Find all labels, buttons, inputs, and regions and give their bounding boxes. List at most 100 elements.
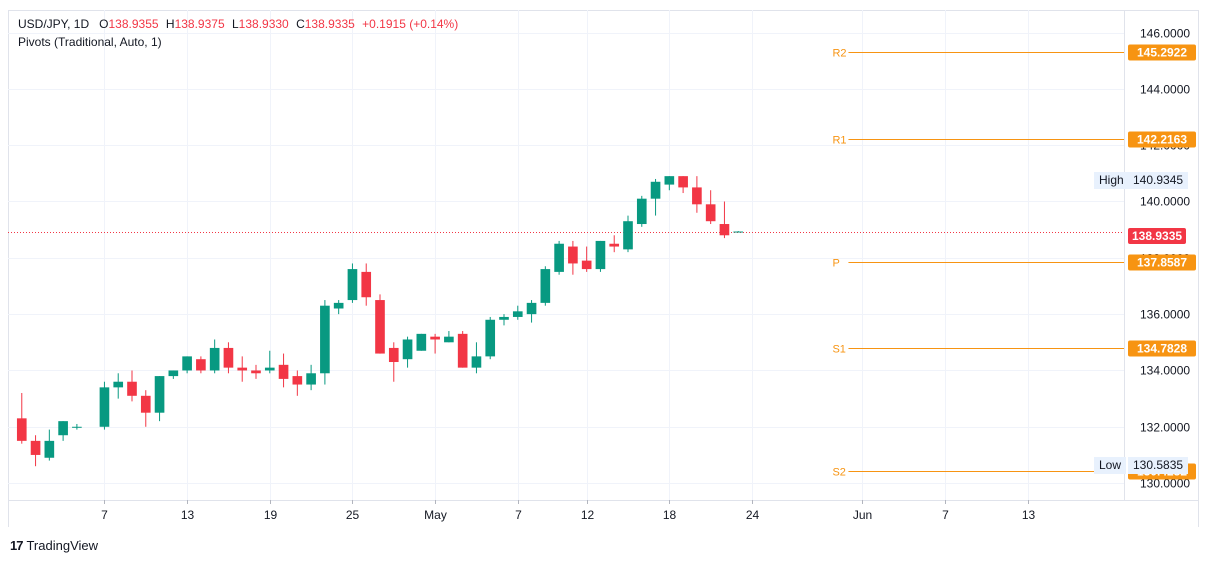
candle-up [99,387,110,427]
candle-down [719,224,730,236]
candle-down [140,395,151,413]
candle-up [554,243,564,272]
candle-up [526,302,537,315]
current-price-tag: 138.9335 [1128,228,1187,244]
candle-up [44,440,55,458]
high-label: High [1094,172,1129,189]
candle-up [264,367,275,371]
pivot-label-r1: R1 [832,135,846,147]
candle-down [430,336,440,340]
candle-up [650,181,661,199]
legend-symbol: USD/JPY, 1D [18,17,90,31]
x-tick-label: 13 [181,508,195,522]
brand-name: TradingView [26,538,99,553]
pivot-tag-s1: 134.7828 [1137,342,1187,356]
candle-up [182,356,192,371]
candle-up [58,421,68,436]
candle-down [278,364,289,379]
legend-close-key: C [296,17,305,31]
pivot-tag-bg-s1 [1128,340,1196,357]
legend-high: 138.9375 [174,17,225,31]
legend-open: 138.9355 [108,17,159,31]
candle-up [733,231,744,233]
pivot-tag-r2: 145.2922 [1137,46,1187,60]
candle-down [581,260,592,270]
legend-low-key: L [231,17,239,31]
x-tick-label: 7 [101,508,108,522]
candle-down [292,376,303,385]
y-tick-label: 134.0000 [1140,364,1190,378]
candle-down [196,359,206,371]
chart-border [8,10,1199,527]
legend-close: 138.9335 [304,17,355,31]
candle-up [471,356,482,368]
x-tick-label: 24 [746,508,760,522]
x-tick-label: Jun [853,508,872,522]
candle-down [678,176,688,188]
x-tick-label: 13 [1022,508,1036,522]
candle-down [705,204,716,222]
chart-canvas[interactable]: 146.0000144.0000142.0000140.0000138.0000… [0,0,1209,527]
pivot-label-s1: S1 [832,344,845,356]
legend-low: 138.9330 [238,17,289,31]
candle-up [113,381,124,388]
candle-down [609,243,620,247]
candle-up [72,426,82,428]
y-tick-label: 136.0000 [1140,308,1190,322]
candle-down [361,271,372,298]
low-label: Low [1094,457,1127,474]
candle-up [540,269,551,303]
candle-down [223,347,234,368]
pivot-tag-bg-r2 [1128,44,1196,61]
legend-change: +0.1915 (+0.14%) [362,17,459,31]
candle-up [623,221,633,250]
pivot-label-p: P [832,258,839,270]
candle-up [636,198,647,225]
legend-high-key: H [165,17,175,31]
x-tick-label: 19 [264,508,278,522]
tradingview-logo-icon: 17 [10,538,24,553]
candle-down [692,187,702,205]
x-tick-label: 18 [663,508,677,522]
candle-down [388,347,399,363]
candle-up [402,339,413,360]
candle-up [333,302,344,309]
candle-down [568,246,578,264]
candle-up [485,319,496,357]
candle-up [512,311,523,317]
x-tick-label: 7 [515,508,522,522]
indicator-legend[interactable]: Pivots (Traditional, Auto, 1) [18,35,162,49]
candle-down [127,381,137,396]
candle-down [30,440,41,455]
candle-up [664,176,675,185]
candle-up [499,316,509,320]
pivot-label-s2: S2 [832,467,845,479]
legend-open-key: O [99,17,109,31]
y-tick-label: 144.0000 [1140,83,1190,97]
candle-up [306,373,316,385]
pivot-tag-r1: 142.2163 [1137,133,1187,147]
candle-up [595,240,606,270]
pivot-tag-bg-p [1128,254,1196,271]
low-value: 130.5835 [1128,457,1189,474]
x-tick-label: 25 [346,508,360,522]
x-tick-label: May [424,508,447,522]
candle-up [209,347,220,371]
y-tick-label: 132.0000 [1140,421,1190,435]
candle-down [251,370,261,374]
x-tick-label: 7 [942,508,949,522]
high-value: 140.9345 [1128,172,1189,189]
candle-down [457,333,468,368]
pivot-label-r2: R2 [832,48,846,60]
y-tick-label: 130.0000 [1140,477,1190,491]
candle-up [168,370,179,377]
brand-footer[interactable]: 17 TradingView [10,538,98,553]
ohlc-legend: USD/JPY, 1D O138.9355 H138.9375 L138.933… [18,17,462,31]
pivot-tag-bg-r1 [1128,131,1196,148]
y-tick-label: 146.0000 [1140,27,1190,41]
candle-up [444,336,454,343]
y-tick-label: 140.0000 [1140,195,1190,209]
pivot-tag-p: 137.8587 [1137,256,1187,270]
candle-up [416,333,427,351]
x-tick-label: 12 [581,508,595,522]
